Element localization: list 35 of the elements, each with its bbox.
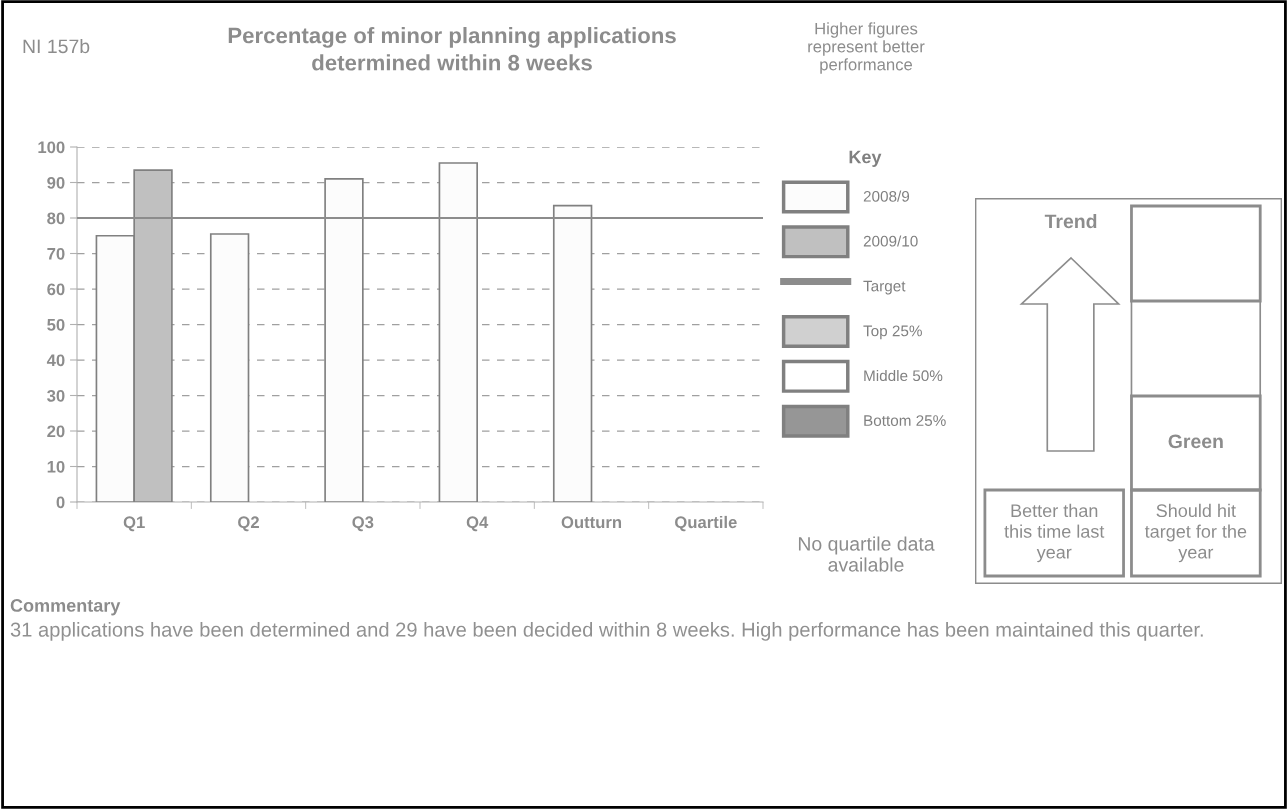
text: Commentary [10, 599, 121, 616]
legend-label: Middle 50% [864, 369, 943, 382]
text: Green [1168, 434, 1223, 449]
text: NI 157b [23, 38, 90, 54]
x-tick-label: Quartile [675, 515, 737, 532]
bar [209, 233, 250, 502]
legend-label: 2009/10 [863, 235, 918, 247]
x-tick-label: Q3 [352, 516, 374, 532]
legend-title: Key [849, 150, 882, 167]
y-tick-label: 100 [38, 141, 65, 154]
y-tick-label: 10 [47, 460, 65, 473]
y-tick-label: 30 [47, 389, 65, 402]
legend-label: Bottom 25% [864, 415, 946, 426]
y-tick-label: 80 [47, 212, 65, 225]
text: 31 applications have been determined and 29 have been decided within 8 weeks. High performance has been maintained this quarter. [10, 622, 1203, 641]
y-tick-label: 20 [47, 425, 65, 438]
x-tick-label: Outturn [561, 516, 622, 529]
x-tick-label: Q1 [123, 516, 145, 532]
x-tick-label: Q2 [238, 516, 259, 532]
legend-label: Top 25% [863, 325, 922, 340]
legend-label: 2008/9 [863, 190, 910, 202]
x-tick-label: Q4 [466, 516, 489, 532]
y-tick-label: 40 [46, 354, 65, 367]
text: Should hit target for the year [1144, 503, 1247, 563]
chart-title: Percentage of minor planning applications determined within 8 weeks [228, 27, 676, 71]
y-tick-label: 60 [47, 283, 65, 296]
y-tick-label: 0 [56, 496, 65, 509]
text: No quartile data available [798, 536, 935, 572]
text: Better than this time last year [1004, 503, 1105, 563]
y-tick-label: 50 [47, 318, 65, 331]
y-tick-label: 90 [47, 176, 65, 189]
y-tick-label: 70 [47, 247, 65, 260]
text: Higher figures represent better performance [808, 22, 925, 74]
text: Trend [1044, 213, 1097, 229]
legend-label: Target [863, 280, 906, 295]
